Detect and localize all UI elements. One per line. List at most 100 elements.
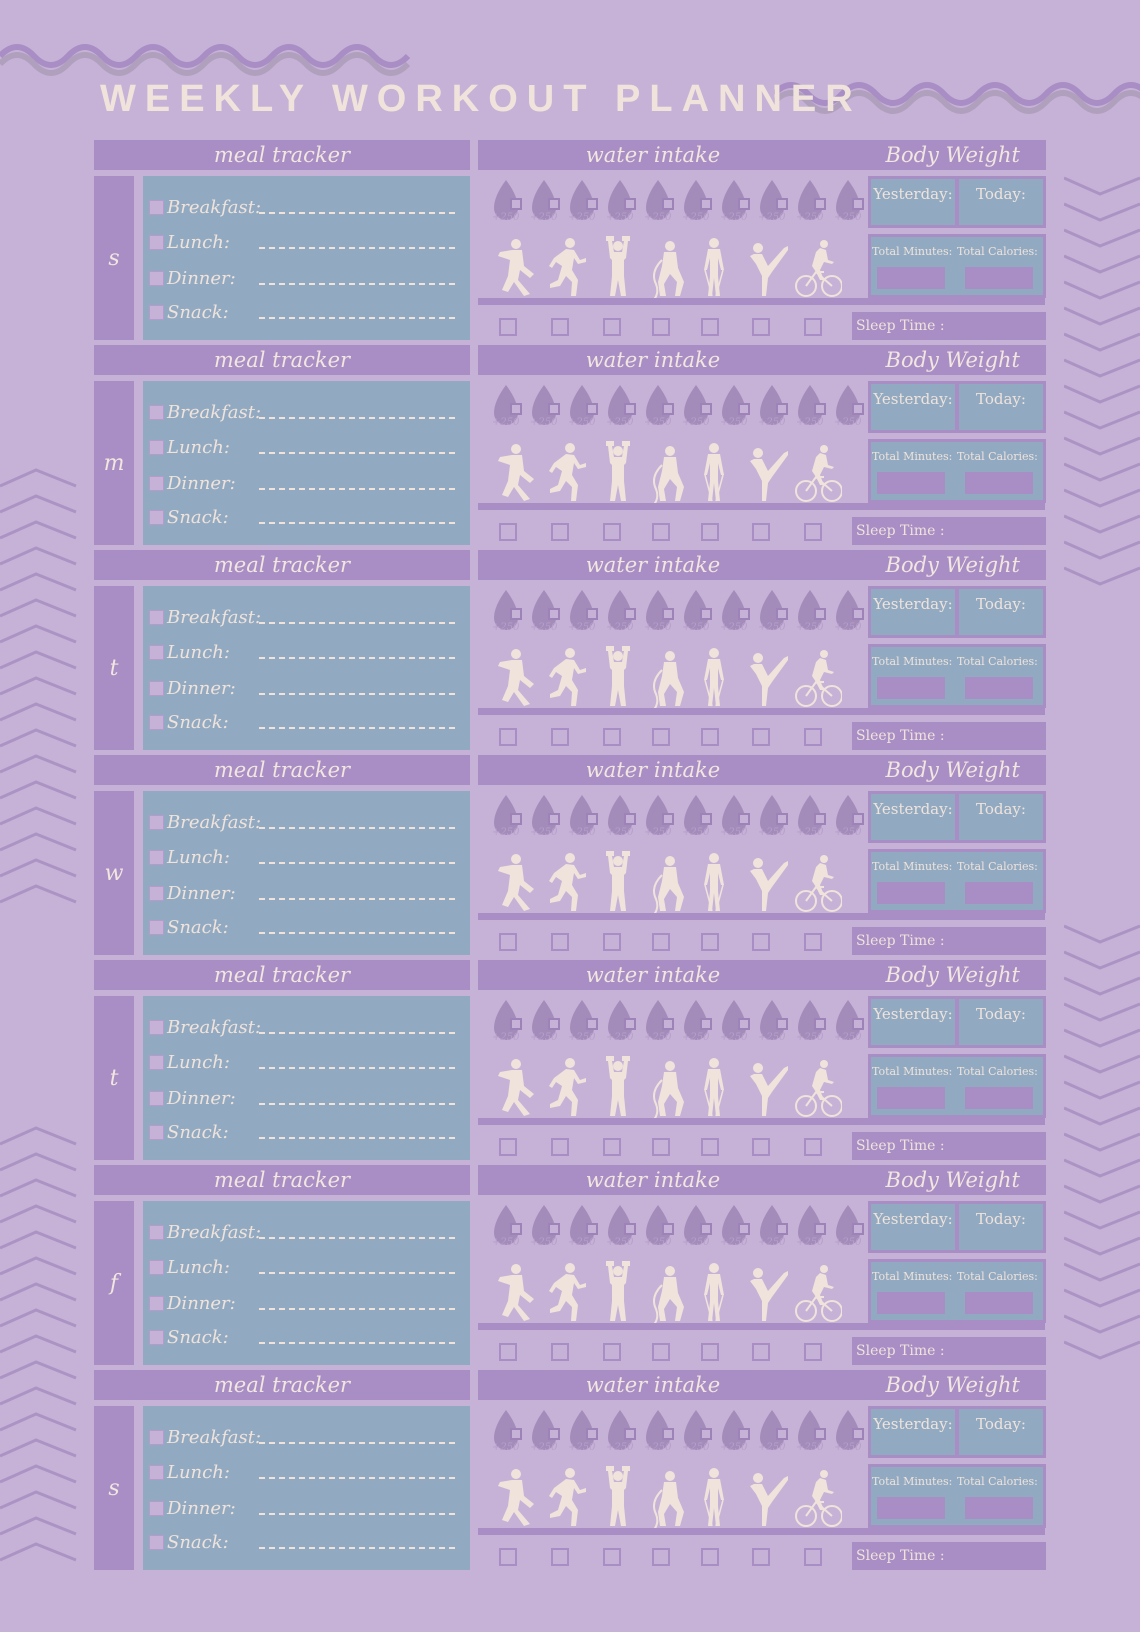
today-weight-field[interactable]: Today:	[959, 1204, 1043, 1250]
water-drop-checkbox[interactable]	[510, 813, 522, 825]
exercise-checkbox[interactable]	[804, 728, 822, 746]
sleep-time-field[interactable]: Sleep Time :	[852, 1132, 1046, 1160]
total-minutes-input[interactable]	[877, 677, 945, 699]
water-drop-checkbox[interactable]	[814, 608, 826, 620]
today-weight-field[interactable]: Today:	[959, 999, 1043, 1045]
water-drop-checkbox[interactable]	[738, 1018, 750, 1030]
total-calories-input[interactable]	[965, 267, 1033, 289]
water-drop-checkbox[interactable]	[738, 813, 750, 825]
lunch-entry-line[interactable]	[259, 1067, 455, 1069]
water-drop-checkbox[interactable]	[548, 198, 560, 210]
lunch-checkbox[interactable]	[149, 1259, 164, 1275]
exercise-checkbox[interactable]	[499, 933, 517, 951]
exercise-checkbox[interactable]	[701, 1343, 719, 1361]
water-drop[interactable]: +250	[794, 383, 830, 433]
exercise-checkbox[interactable]	[603, 933, 621, 951]
snack-checkbox[interactable]	[149, 1329, 164, 1345]
snack-entry-line[interactable]	[259, 1342, 455, 1344]
water-drop[interactable]: +250	[756, 793, 792, 843]
exercise-checkbox[interactable]	[701, 1138, 719, 1156]
yesterday-weight-field[interactable]: Yesterday:	[871, 1409, 955, 1455]
water-drop-checkbox[interactable]	[776, 1428, 788, 1440]
water-drop[interactable]: +250	[832, 588, 868, 638]
water-drop[interactable]: +250	[490, 1408, 526, 1458]
dinner-checkbox[interactable]	[149, 270, 164, 286]
exercise-checkbox[interactable]	[752, 318, 770, 336]
exercise-checkbox[interactable]	[752, 1548, 770, 1566]
water-drop-checkbox[interactable]	[624, 1428, 636, 1440]
water-drop-checkbox[interactable]	[776, 403, 788, 415]
water-drop[interactable]: +250	[642, 1408, 678, 1458]
total-minutes-input[interactable]	[877, 267, 945, 289]
snack-checkbox[interactable]	[149, 304, 164, 320]
exercise-checkbox[interactable]	[603, 1548, 621, 1566]
water-drop-checkbox[interactable]	[776, 198, 788, 210]
water-drop-checkbox[interactable]	[700, 1018, 712, 1030]
snack-entry-line[interactable]	[259, 727, 455, 729]
exercise-checkbox[interactable]	[652, 318, 670, 336]
total-calories-input[interactable]	[965, 677, 1033, 699]
water-drop-checkbox[interactable]	[624, 1223, 636, 1235]
water-drop[interactable]: +250	[832, 1203, 868, 1253]
exercise-checkbox[interactable]	[804, 1138, 822, 1156]
breakfast-checkbox[interactable]	[149, 814, 164, 830]
exercise-checkbox[interactable]	[701, 318, 719, 336]
water-drop[interactable]: +250	[604, 588, 640, 638]
water-drop[interactable]: +250	[490, 383, 526, 433]
water-drop[interactable]: +250	[794, 588, 830, 638]
water-drop-checkbox[interactable]	[624, 608, 636, 620]
water-drop-checkbox[interactable]	[738, 1223, 750, 1235]
water-drop[interactable]: +250	[718, 588, 754, 638]
lunch-checkbox[interactable]	[149, 1464, 164, 1480]
water-drop-checkbox[interactable]	[510, 1018, 522, 1030]
exercise-checkbox[interactable]	[499, 1548, 517, 1566]
total-calories-input[interactable]	[965, 882, 1033, 904]
exercise-checkbox[interactable]	[701, 728, 719, 746]
water-drop[interactable]: +250	[718, 998, 754, 1048]
water-drop-checkbox[interactable]	[738, 198, 750, 210]
water-drop-checkbox[interactable]	[814, 198, 826, 210]
water-drop-checkbox[interactable]	[662, 1428, 674, 1440]
water-drop[interactable]: +250	[528, 998, 564, 1048]
water-drop-checkbox[interactable]	[586, 1223, 598, 1235]
water-drop-checkbox[interactable]	[510, 403, 522, 415]
exercise-checkbox[interactable]	[701, 1548, 719, 1566]
water-drop[interactable]: +250	[680, 1408, 716, 1458]
water-drop[interactable]: +250	[680, 998, 716, 1048]
water-drop[interactable]: +250	[794, 998, 830, 1048]
exercise-checkbox[interactable]	[603, 523, 621, 541]
water-drop-checkbox[interactable]	[738, 608, 750, 620]
water-drop[interactable]: +250	[566, 588, 602, 638]
dinner-checkbox[interactable]	[149, 885, 164, 901]
exercise-checkbox[interactable]	[804, 523, 822, 541]
snack-entry-line[interactable]	[259, 1137, 455, 1139]
exercise-checkbox[interactable]	[752, 1343, 770, 1361]
water-drop[interactable]: +250	[718, 1408, 754, 1458]
lunch-checkbox[interactable]	[149, 1054, 164, 1070]
exercise-checkbox[interactable]	[603, 1138, 621, 1156]
water-drop[interactable]: +250	[718, 1203, 754, 1253]
water-drop-checkbox[interactable]	[624, 813, 636, 825]
water-drop[interactable]: +250	[832, 793, 868, 843]
breakfast-checkbox[interactable]	[149, 404, 164, 420]
water-drop-checkbox[interactable]	[586, 1018, 598, 1030]
exercise-checkbox[interactable]	[499, 1343, 517, 1361]
water-drop-checkbox[interactable]	[700, 1428, 712, 1440]
water-drop-checkbox[interactable]	[700, 1223, 712, 1235]
lunch-checkbox[interactable]	[149, 644, 164, 660]
water-drop-checkbox[interactable]	[852, 1018, 864, 1030]
water-drop-checkbox[interactable]	[814, 813, 826, 825]
water-drop[interactable]: +250	[642, 793, 678, 843]
water-drop-checkbox[interactable]	[510, 1223, 522, 1235]
exercise-checkbox[interactable]	[603, 728, 621, 746]
water-drop-checkbox[interactable]	[814, 1428, 826, 1440]
snack-checkbox[interactable]	[149, 1534, 164, 1550]
water-drop-checkbox[interactable]	[586, 608, 598, 620]
water-drop[interactable]: +250	[794, 178, 830, 228]
water-drop[interactable]: +250	[566, 998, 602, 1048]
water-drop-checkbox[interactable]	[852, 198, 864, 210]
lunch-entry-line[interactable]	[259, 1477, 455, 1479]
total-minutes-input[interactable]	[877, 1087, 945, 1109]
yesterday-weight-field[interactable]: Yesterday:	[871, 384, 955, 430]
water-drop-checkbox[interactable]	[586, 1428, 598, 1440]
